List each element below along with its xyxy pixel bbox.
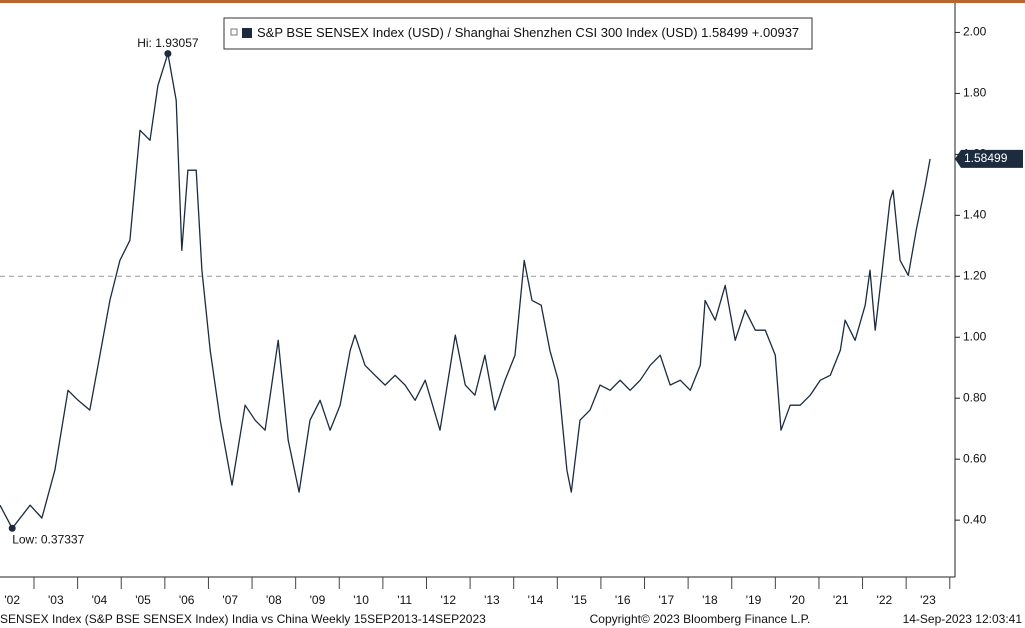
y-tick-label: 0.80 xyxy=(963,390,987,404)
x-tick-label: '22 xyxy=(877,593,893,607)
annotation-marker xyxy=(8,524,16,532)
y-tick-label: 1.80 xyxy=(963,86,987,100)
x-tick-label: '20 xyxy=(789,593,805,607)
y-tick-label: 1.40 xyxy=(963,207,987,221)
x-tick-label: '18 xyxy=(702,593,718,607)
x-tick-label: '06 xyxy=(179,593,195,607)
x-tick-label: '23 xyxy=(920,593,936,607)
footer-right: 14-Sep-2023 12:03:41 xyxy=(903,612,1023,626)
series-line xyxy=(0,52,931,529)
y-tick-label: 0.60 xyxy=(963,451,987,465)
x-tick-label: '16 xyxy=(615,593,631,607)
top-bar xyxy=(0,0,1025,3)
legend-box xyxy=(223,17,813,50)
footer-left: SENSEX Index (S&P BSE SENSEX Index) Indi… xyxy=(0,612,486,626)
y-tick-label: 0.40 xyxy=(963,512,987,526)
legend-series-name: S&P BSE SENSEX Index (USD) / Shanghai Sh… xyxy=(257,25,698,40)
x-tick-label: '10 xyxy=(353,593,369,607)
x-tick-label: '11 xyxy=(397,593,412,607)
x-tick-label: '04 xyxy=(92,593,108,607)
x-tick-label: '13 xyxy=(484,593,500,607)
y-tick-label: 1.20 xyxy=(963,268,987,282)
x-tick-label: '05 xyxy=(135,593,151,607)
x-tick-label: '15 xyxy=(571,593,587,607)
legend-text: S&P BSE SENSEX Index (USD) / Shanghai Sh… xyxy=(257,25,799,40)
x-tick-label: '03 xyxy=(48,593,64,607)
x-tick-label: '07 xyxy=(222,593,238,607)
y-tick-label: 1.00 xyxy=(963,329,987,343)
legend: S&P BSE SENSEX Index (USD) / Shanghai Sh… xyxy=(223,17,813,50)
x-tick-label: '09 xyxy=(310,593,326,607)
annotation-label: Hi: 1.93057 xyxy=(137,36,199,50)
x-tick-label: '14 xyxy=(528,593,544,607)
legend-swatch xyxy=(242,28,252,38)
x-tick-label: '21 xyxy=(833,593,849,607)
last-value-flag xyxy=(955,149,1023,168)
legend-toggle[interactable] xyxy=(230,28,238,36)
y-tick-label: 2.00 xyxy=(963,25,987,39)
last-value-label: 1.58499 xyxy=(964,151,1008,165)
x-tick-label: '19 xyxy=(746,593,762,607)
x-tick-label: '02 xyxy=(4,593,20,607)
annotation-marker xyxy=(164,50,172,58)
x-tick-label: '08 xyxy=(266,593,282,607)
x-tick-label: '12 xyxy=(440,593,456,607)
footer-center: Copyright© 2023 Bloomberg Finance L.P. xyxy=(590,612,811,626)
annotation-label: Low: 0.37337 xyxy=(12,532,84,546)
legend-last-value: 1.58499 xyxy=(701,25,748,40)
legend-change: +.00937 xyxy=(752,25,799,40)
x-tick-label: '17 xyxy=(658,593,674,607)
